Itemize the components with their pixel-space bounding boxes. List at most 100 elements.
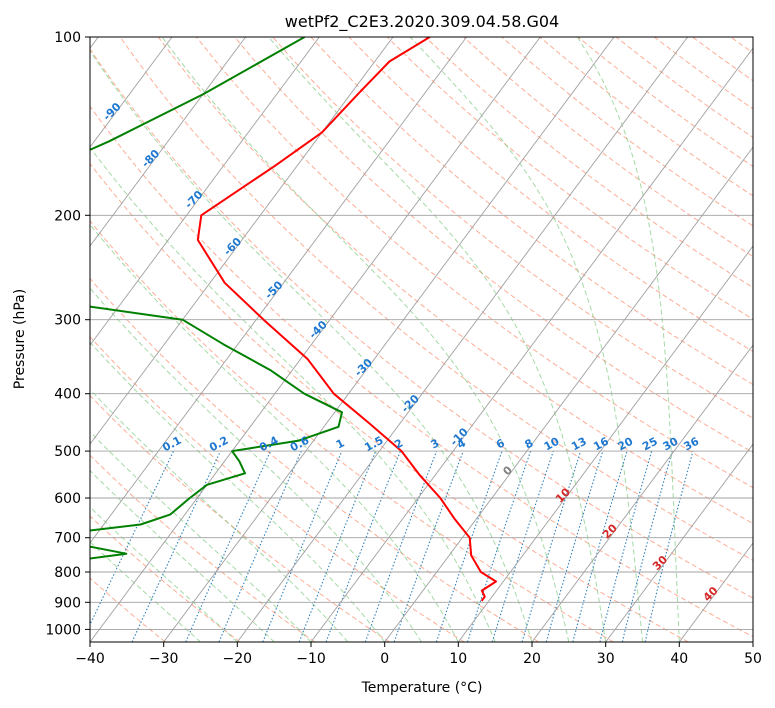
isotherm-line [90, 37, 467, 544]
mixing-ratio-label: 1 [334, 436, 347, 451]
plot-frame [89, 36, 754, 643]
dry-adiabat-line [90, 336, 465, 642]
dry-adiabat-line [90, 220, 614, 642]
x-tick-label: 50 [744, 651, 762, 667]
isotherm-label: -100 [55, 56, 84, 85]
isotherm-label: -60 [221, 235, 244, 258]
dry-adiabat-line [119, 37, 753, 561]
mixing-ratio-line [325, 450, 401, 642]
mixing-ratio-label: 36 [682, 435, 702, 454]
dewpoint-trace [90, 37, 343, 560]
x-tick-label: −40 [75, 651, 105, 667]
mixing-ratio-label: 8 [523, 436, 536, 451]
x-axis-label: Temperature (°C) [361, 680, 483, 696]
isotherm-line [90, 37, 320, 346]
dry-adiabat-line [90, 48, 753, 599]
y-tick-label: 200 [54, 208, 81, 224]
isotherm-line [90, 37, 246, 247]
isotherm-label: -70 [182, 188, 205, 211]
dry-adiabat-line [157, 37, 753, 525]
moist-adiabat-line [90, 146, 496, 642]
dry-adiabats [90, 37, 753, 642]
y-tick-label: 900 [54, 595, 81, 611]
x-axis-ticks: −40 −30 −20 −10 0 10 20 30 40 50 [75, 642, 762, 667]
mixing-ratio-line [185, 450, 271, 642]
dry-adiabat-line [90, 105, 753, 638]
y-tick-label: 800 [54, 565, 81, 581]
dry-adiabat-line [386, 37, 753, 320]
mixing-ratio-label: 6 [494, 436, 507, 451]
isotherm-line [236, 37, 688, 642]
dry-adiabat-line [424, 37, 753, 289]
mixing-ratio-line [90, 450, 175, 627]
isotherm-grid [90, 37, 753, 642]
y-tick-label: 1000 [45, 622, 81, 638]
plot-area: 0.1 0.2 0.4 0.6 1 1.5 2 3 4 6 8 10 13 16 20 25 30 36-100-… [55, 37, 753, 642]
isotherm-label: -50 [262, 278, 285, 301]
dry-adiabat-line [463, 37, 753, 258]
moist-adiabat-line [90, 388, 349, 642]
isotherm-label: -80 [139, 147, 162, 170]
isotherm-label: -30 [352, 356, 375, 379]
isotherm-line [384, 146, 753, 642]
moist-adiabat-line [409, 37, 643, 642]
y-tick-label: 700 [54, 531, 81, 547]
mixing-ratio-label: 20 [616, 435, 636, 454]
moist-adiabat-line [161, 37, 570, 642]
y-tick-label: 500 [54, 444, 81, 460]
isotherm-label: 10 [553, 485, 573, 505]
mixing-ratio-label: 30 [661, 435, 681, 454]
mixing-ratio-line [262, 450, 343, 642]
dry-adiabat-line [653, 37, 753, 110]
mixing-ratio-line [364, 450, 438, 642]
isotherm-line [605, 443, 753, 642]
dry-adiabat-line [577, 37, 753, 167]
isotherm-line [90, 37, 173, 148]
x-tick-label: 30 [597, 651, 615, 667]
isotherm-line [457, 245, 753, 642]
isotherm-label: 20 [600, 521, 620, 541]
moist-adiabat-line [90, 469, 275, 642]
mixing-ratio-line [599, 450, 653, 642]
mixing-ratio-label: 13 [569, 435, 589, 454]
moist-adiabat-line [90, 541, 201, 642]
dry-adiabat-line [90, 394, 390, 642]
isotherm-line [752, 641, 753, 642]
isotherm-line [531, 344, 753, 642]
mixing-ratio-label: 2 [392, 436, 405, 451]
mixing-ratio-label: 25 [640, 435, 660, 454]
y-axis-label: Pressure (hPa) [12, 289, 28, 389]
mixing-ratio-line [466, 450, 532, 642]
isotherm-line [310, 47, 753, 642]
chart-title: wetPf2_C2E3.2020.309.04.58.G04 [285, 12, 559, 32]
dry-adiabat-line [90, 277, 540, 642]
mixing-ratio-line [393, 450, 464, 642]
dry-adiabat-line [196, 37, 753, 489]
mixing-ratio-label: 3 [429, 436, 442, 451]
isotherm-label: -90 [100, 100, 123, 123]
moist-adiabats [90, 37, 680, 642]
temperature-trace [196, 37, 497, 602]
x-tick-label: 40 [670, 651, 688, 667]
mixing-ratio-label: 10 [542, 435, 562, 454]
y-tick-label: 300 [54, 313, 81, 329]
x-tick-label: 0 [380, 651, 389, 667]
x-tick-label: −20 [223, 651, 253, 667]
dry-adiabat-line [539, 37, 753, 197]
sounding-traces [90, 37, 497, 602]
mixing-ratio-line [572, 450, 628, 642]
dry-adiabat-line [234, 37, 753, 454]
dry-adiabat-line [90, 162, 689, 642]
mixing-ratio-label: 16 [591, 435, 611, 454]
dry-adiabat-line [272, 37, 753, 419]
x-tick-label: 10 [449, 651, 467, 667]
moist-adiabat-line [90, 49, 533, 642]
x-tick-label: 20 [523, 651, 541, 667]
mixing-ratio-line [298, 450, 377, 642]
isotherm-label: -20 [399, 392, 422, 415]
dry-adiabat-line [615, 37, 753, 139]
mixing-ratio-line [621, 450, 673, 642]
x-tick-label: −30 [149, 651, 179, 667]
y-tick-label: 600 [54, 491, 81, 507]
